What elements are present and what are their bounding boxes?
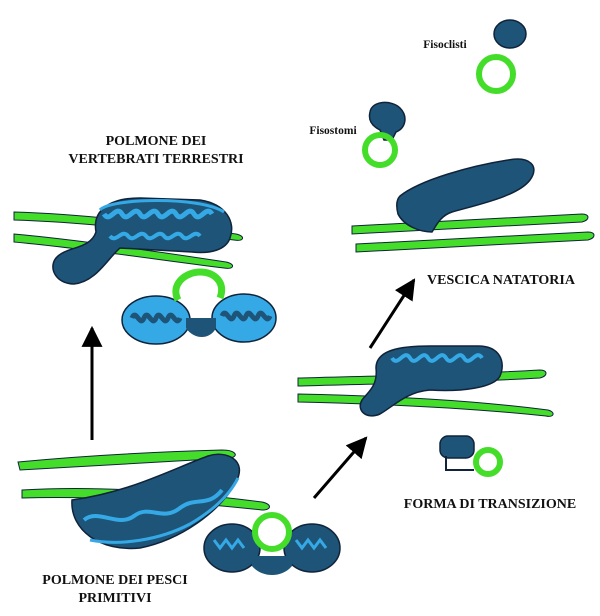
swim-bladder-esophagus-lower [355,231,595,253]
physoclists-label-text: Fisoclisti [423,39,467,51]
terrestrial-section-bridge [186,318,216,337]
primitive-section-pleats-right [294,537,328,551]
swim-bladder-figure [351,19,595,253]
terrestrial-section-folds-left [129,312,183,324]
primitive-lung-label-line2: PRIMITIVI [78,590,152,606]
swim-bladder-label-text: VESCICA NATATORIA [427,273,575,288]
primitive-section-bridge [252,556,292,575]
physoclist-gut [476,54,516,94]
transition-form-label-text: FORMA DI TRANSIZIONE [403,497,577,512]
primitive-lung-outer-lining [89,477,240,544]
primitive-lung-label-line1: POLMONE DEI PESCI [42,573,188,588]
terrestrial-section-gut [172,268,225,302]
primitive-lung-inner-lining [82,488,224,522]
physoclists-label: Fisoclisti [410,38,480,52]
physostome-bladder [368,101,406,141]
transitional-section-bladder [439,435,475,459]
transitional-bladder-folds [390,353,484,363]
terrestrial-lung-figure [13,197,277,345]
primitive-section-pleats-left [212,537,246,551]
physostomes-label: Fisostomi [298,124,368,138]
transition-form-label: FORMA DI TRANSIZIONE [392,496,588,514]
terrestrial-lung-label-line2: VERTEBRATI TERRESTRI [68,151,244,167]
swim-bladder-label: VESCICA NATATORIA [416,272,586,290]
swim-bladder-body [395,158,535,233]
primitive-esophagus-upper [17,449,236,471]
primitive-fish-lung-figure [17,449,341,575]
physostome-gut [362,132,398,168]
physoclist-bladder [493,19,527,49]
primitive-section-lobe-right [283,523,341,573]
physostomes-label-text: Fisostomi [309,125,357,137]
transitional-form-figure [297,345,554,477]
primitive-lung-label: POLMONE DEI PESCI PRIMITIVI [20,572,210,607]
terrestrial-lung-alveoli-lower [108,231,202,241]
transitional-bladder-body [359,345,503,417]
terrestrial-lung-label-line1: POLMONE DEI [105,134,207,149]
transitional-esophagus-lower [297,393,554,417]
terrestrial-lung-label: POLMONE DEI VERTEBRATI TERRESTRI [66,133,246,168]
transitional-section-gut [473,447,503,477]
arrow-transition-to-swim-bladder [368,278,416,349]
swim-bladder-esophagus-upper [351,213,589,235]
terrestrial-lung-body [52,197,233,285]
terrestrial-lung-alveoli [101,208,215,220]
terrestrial-lung-outline-light [98,199,225,214]
primitive-section-gut [252,512,292,552]
transitional-section-duct [445,456,474,471]
arrow-primitive-to-transition [312,436,368,499]
terrestrial-section-folds-right [219,310,273,322]
